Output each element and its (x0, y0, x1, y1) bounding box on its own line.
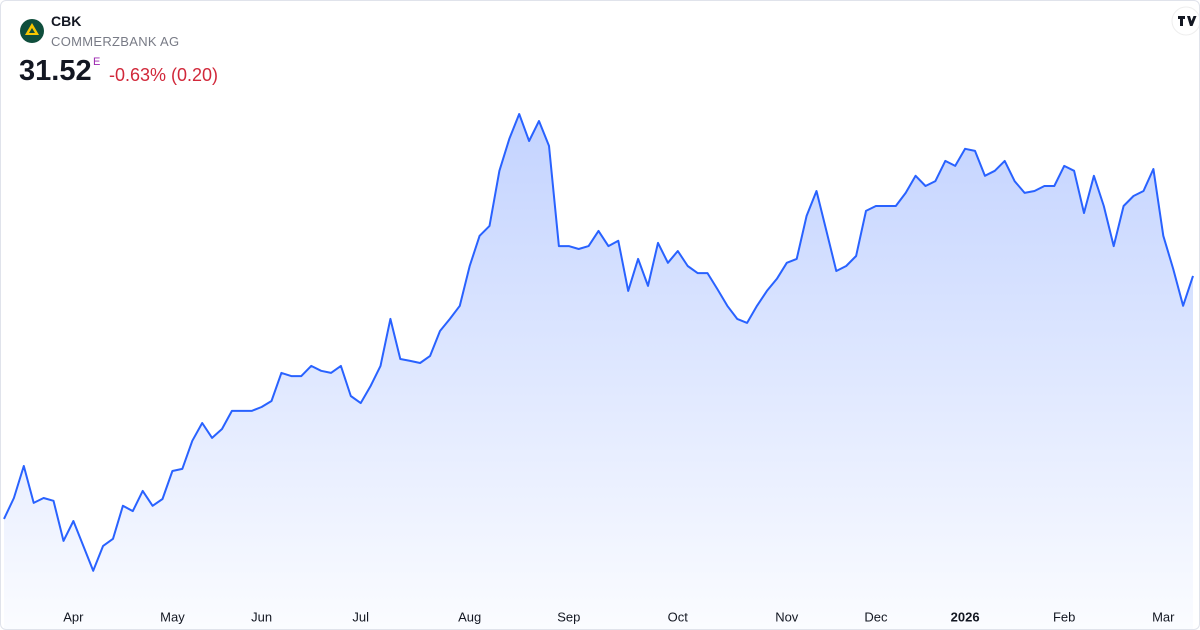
symbol: CBK (51, 13, 82, 29)
x-tick-label: May (160, 609, 185, 624)
x-tick-label: Aug (458, 609, 481, 624)
price-change: -0.63% (0.20) (109, 65, 219, 85)
x-tick-label: Feb (1053, 609, 1075, 624)
x-tick-label: Nov (775, 609, 799, 624)
x-tick-label: 2026 (951, 609, 980, 624)
price: 31.52 (19, 55, 92, 87)
tv-logo[interactable] (1171, 6, 1199, 36)
x-tick-label: Jul (352, 609, 369, 624)
area (4, 114, 1193, 629)
x-tick-label: Dec (864, 609, 888, 624)
x-tick-label: Sep (557, 609, 580, 624)
x-tick-label: Jun (251, 609, 272, 624)
x-tick-label: Oct (668, 609, 689, 624)
price-badge: E (93, 56, 101, 68)
x-tick-label: Apr (63, 609, 84, 624)
x-tick-label: Mar (1152, 609, 1175, 624)
price-line (3, 113, 1194, 572)
company-name: COMMERZBANK AG (51, 34, 180, 49)
